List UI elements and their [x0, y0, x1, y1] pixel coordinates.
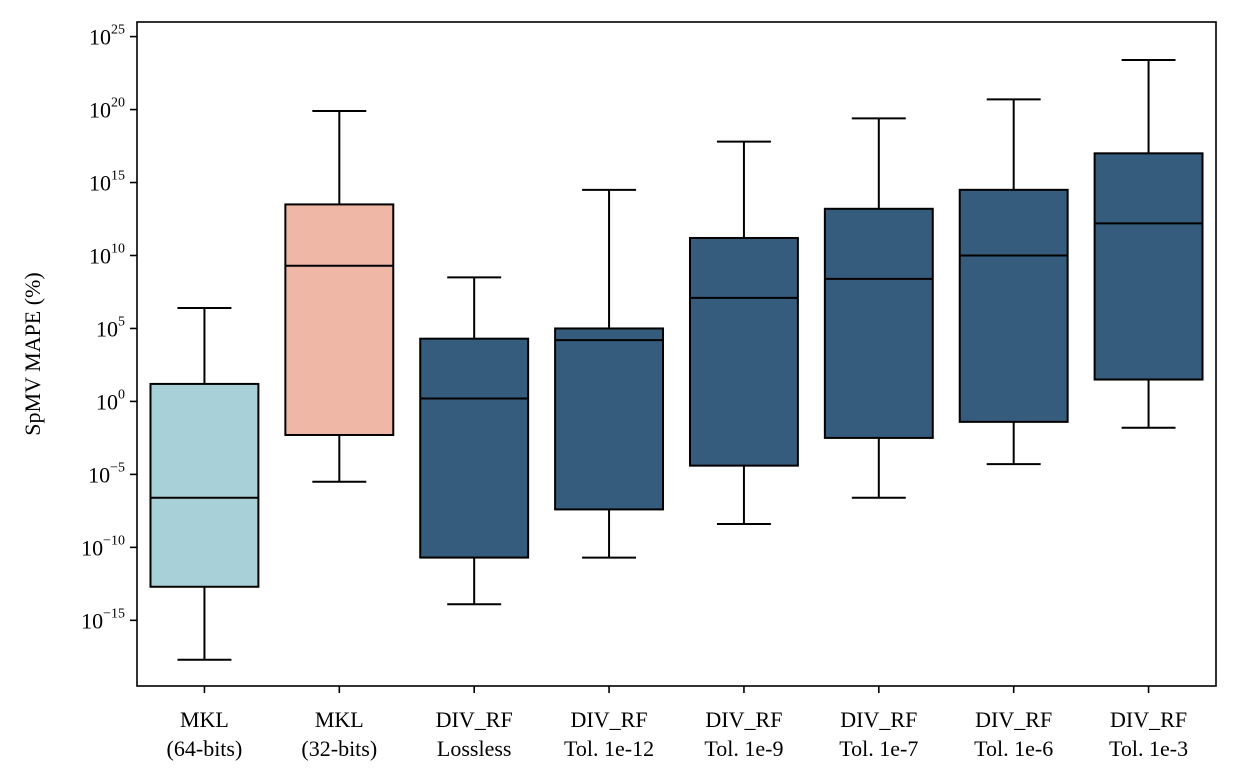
y-tick-label: 105: [96, 314, 125, 341]
y-tick-base: 10: [89, 25, 111, 50]
iqr-box: [554, 327, 665, 511]
y-tick-label: 10−15: [81, 606, 125, 633]
iqr-box: [419, 337, 530, 559]
box-group-0: [149, 307, 260, 661]
x-tick-label-line2: (64-bits): [167, 736, 243, 761]
iqr-box: [149, 382, 260, 588]
iqr-box: [958, 188, 1069, 423]
boxes-layer: [149, 58, 1204, 661]
y-tick-exponent: −5: [110, 460, 125, 475]
y-tick-base: 10: [89, 171, 111, 196]
x-tick-label-line2: (32-bits): [301, 736, 377, 761]
x-tick-label-line1: MKL: [180, 707, 229, 732]
box-group-4: [688, 140, 799, 526]
x-tick-label-line1: DIV_RF: [840, 707, 917, 732]
y-tick-label: 100: [96, 387, 125, 414]
y-tick-exponent: −10: [103, 533, 125, 548]
x-tick-label-line2: Tol. 1e-9: [704, 736, 783, 761]
x-tick-label-line2: Tol. 1e-7: [839, 736, 918, 761]
x-tick-label-line1: DIV_RF: [705, 707, 782, 732]
y-tick-exponent: 15: [111, 169, 125, 184]
y-tick-label: 10−5: [88, 460, 125, 487]
x-tick-label-line1: DIV_RF: [1110, 707, 1187, 732]
y-tick-exponent: −15: [103, 606, 125, 621]
y-tick-exponent: 10: [111, 241, 125, 256]
x-tick-label-line1: DIV_RF: [975, 707, 1052, 732]
y-tick-label: 1025: [89, 23, 125, 50]
box-group-7: [1093, 58, 1204, 429]
iqr-box: [1093, 152, 1204, 381]
y-tick-label: 1020: [89, 96, 125, 123]
y-tick-base: 10: [96, 389, 118, 414]
x-tick-label-line1: DIV_RF: [571, 707, 648, 732]
y-tick-exponent: 0: [118, 387, 125, 402]
iqr-box: [688, 236, 799, 467]
x-tick-label-line2: Tol. 1e-12: [564, 736, 654, 761]
y-tick-base: 10: [88, 462, 110, 487]
y-tick-base: 10: [89, 243, 111, 268]
y-tick-base: 10: [89, 98, 111, 123]
x-tick-label-line2: Tol. 1e-6: [974, 736, 1053, 761]
y-tick-label: 1010: [89, 241, 125, 268]
x-tick-label-line1: MKL: [315, 707, 364, 732]
y-tick-exponent: 20: [111, 96, 125, 111]
y-axis-label: SpMV MAPE (%): [20, 272, 45, 435]
x-tick-label-line1: DIV_RF: [436, 707, 513, 732]
y-tick-base: 10: [81, 535, 103, 560]
y-tick-base: 10: [96, 316, 118, 341]
box-group-6: [958, 98, 1069, 466]
plot-frame: [136, 21, 1217, 687]
box-group-2: [419, 276, 530, 606]
iqr-box: [284, 203, 395, 436]
x-axis: MKL (64-bits) MKL (32-bits) DIV_RF Lossless DI…: [167, 686, 1188, 761]
iqr-box: [823, 207, 934, 439]
y-tick-base: 10: [81, 608, 103, 633]
y-tick-label: 10−10: [81, 533, 125, 560]
y-tick-exponent: 25: [111, 23, 125, 38]
box-group-5: [823, 117, 934, 499]
y-tick-label: 1015: [89, 169, 125, 196]
y-tick-exponent: 5: [118, 314, 125, 329]
x-tick-label-line2: Tol. 1e-3: [1109, 736, 1188, 761]
box-group-1: [284, 110, 395, 483]
x-tick-label-line2: Lossless: [437, 736, 512, 761]
box-group-3: [554, 188, 665, 559]
